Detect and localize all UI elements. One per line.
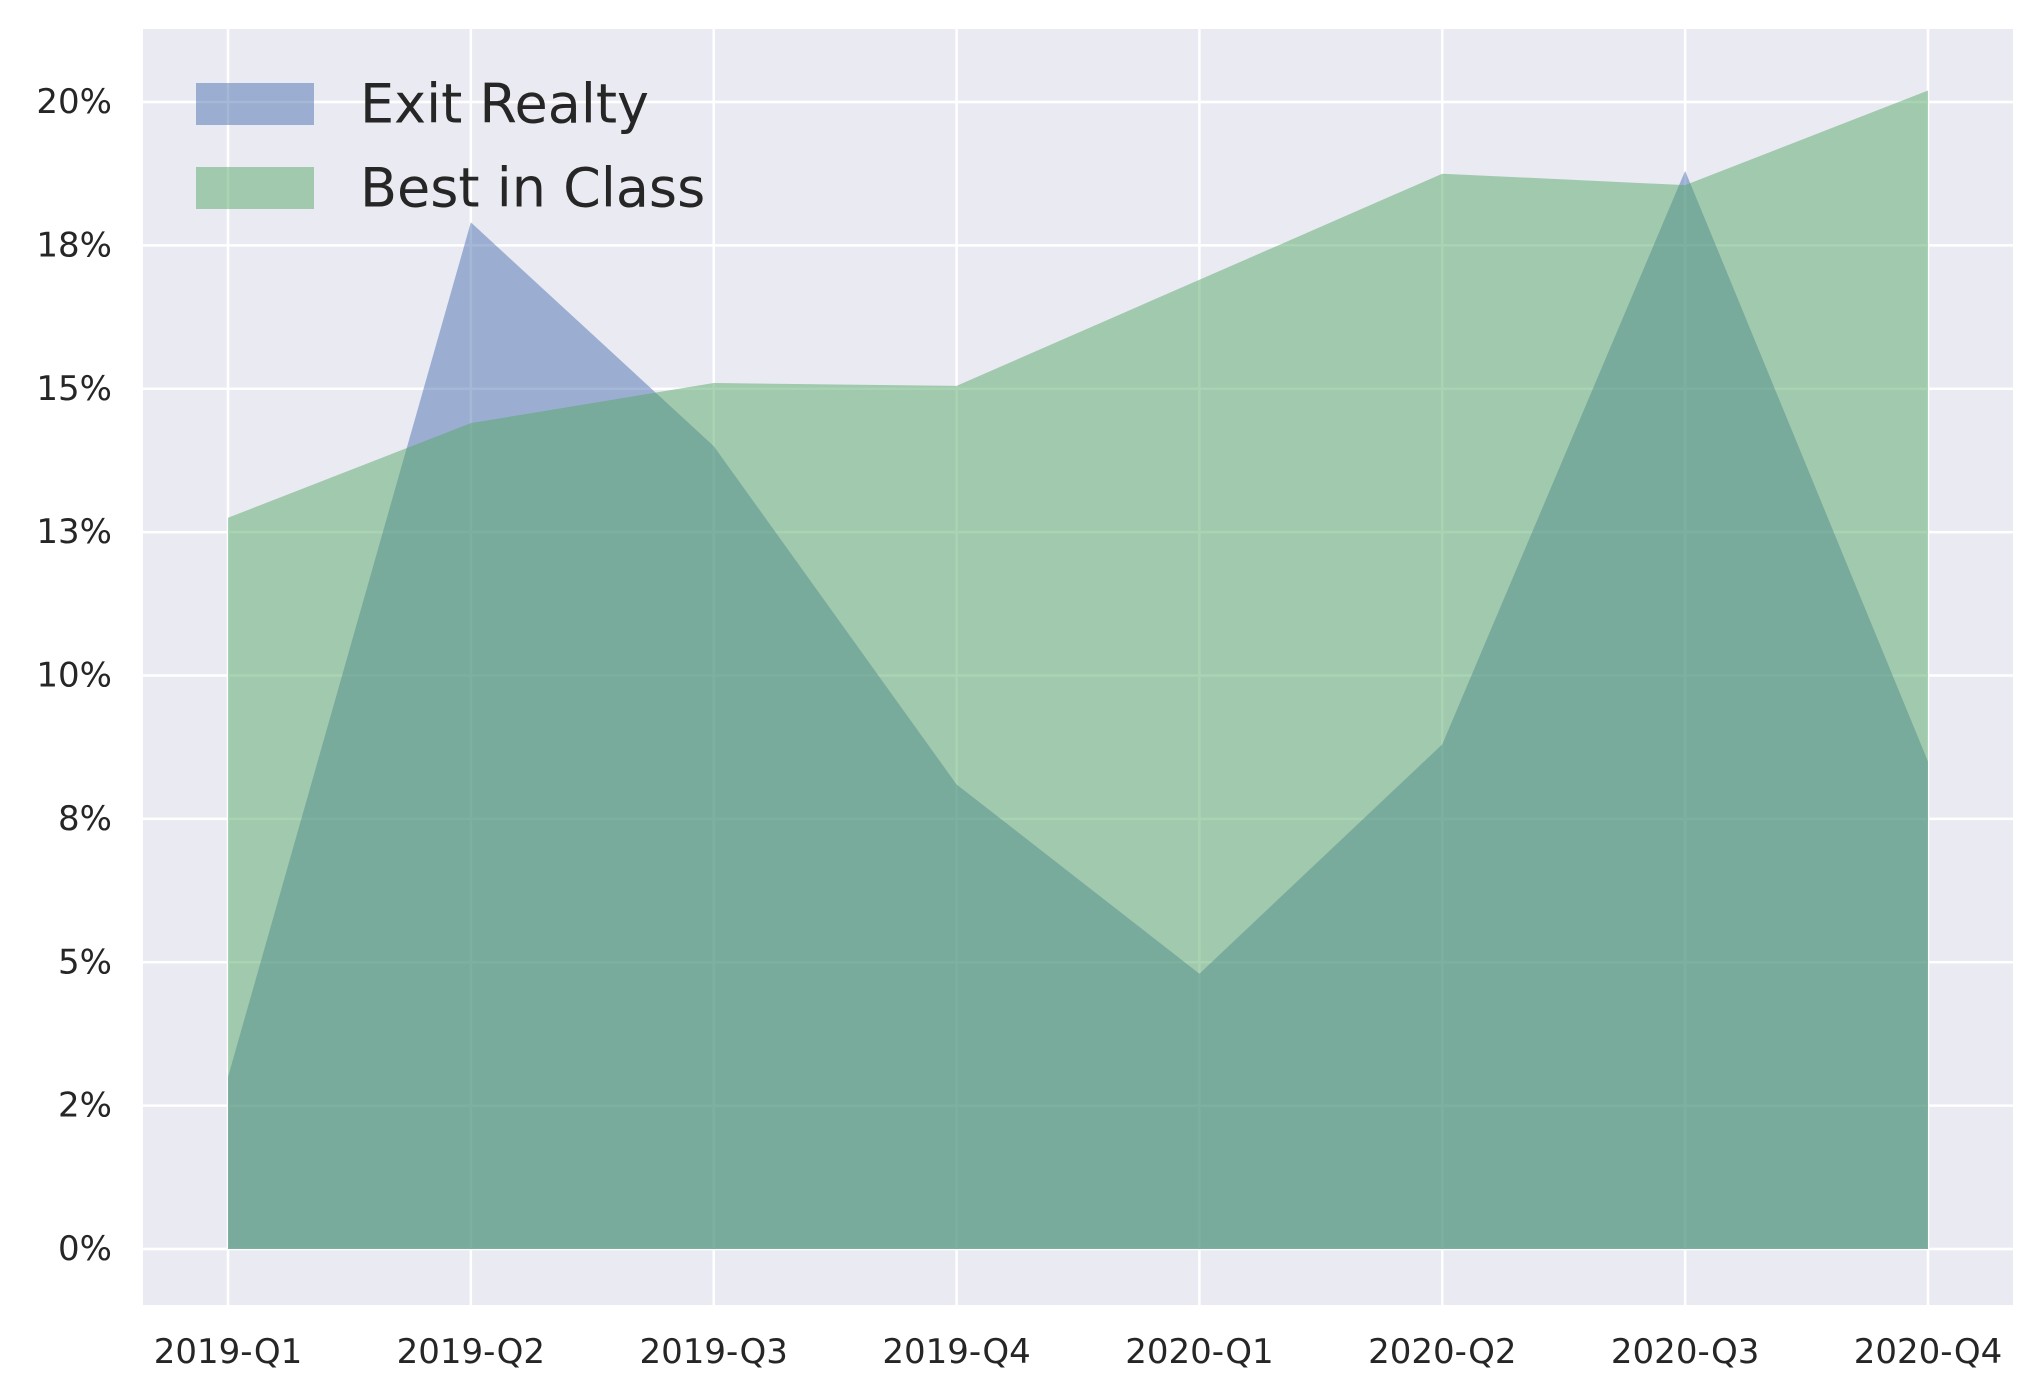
legend-swatch <box>196 167 314 209</box>
y-tick-label: 0% <box>58 1229 112 1269</box>
x-tick-label: 2020-Q1 <box>1125 1332 1273 1372</box>
x-tick-label: 2020-Q4 <box>1854 1332 2002 1372</box>
legend-label: Best in Class <box>360 157 705 220</box>
y-tick-label: 15% <box>36 369 112 409</box>
x-tick-label: 2019-Q2 <box>397 1332 545 1372</box>
y-axis: 0% 2% 5% 8% 10% 13% 15% 18% 20% <box>36 82 112 1269</box>
y-tick-label: 13% <box>36 512 112 552</box>
x-tick-label: 2019-Q3 <box>639 1332 787 1372</box>
x-tick-label: 2019-Q4 <box>882 1332 1030 1372</box>
x-tick-label: 2020-Q3 <box>1611 1332 1759 1372</box>
y-tick-label: 5% <box>58 942 112 982</box>
area-series <box>228 90 1928 1249</box>
x-tick-label: 2019-Q1 <box>154 1332 302 1372</box>
y-tick-label: 8% <box>58 799 112 839</box>
legend: Exit Realty Best in Class <box>196 73 705 220</box>
x-tick-label: 2020-Q2 <box>1368 1332 1516 1372</box>
area-series-1 <box>228 90 1928 1249</box>
y-tick-label: 20% <box>36 82 112 122</box>
y-tick-label: 18% <box>36 225 112 265</box>
x-axis: 2019-Q1 2019-Q2 2019-Q3 2019-Q4 2020-Q1 2020-… <box>154 1332 2002 1372</box>
y-tick-label: 10% <box>36 656 112 696</box>
legend-swatch <box>196 83 314 125</box>
legend-label: Exit Realty <box>360 73 649 136</box>
y-tick-label: 2% <box>58 1086 112 1126</box>
